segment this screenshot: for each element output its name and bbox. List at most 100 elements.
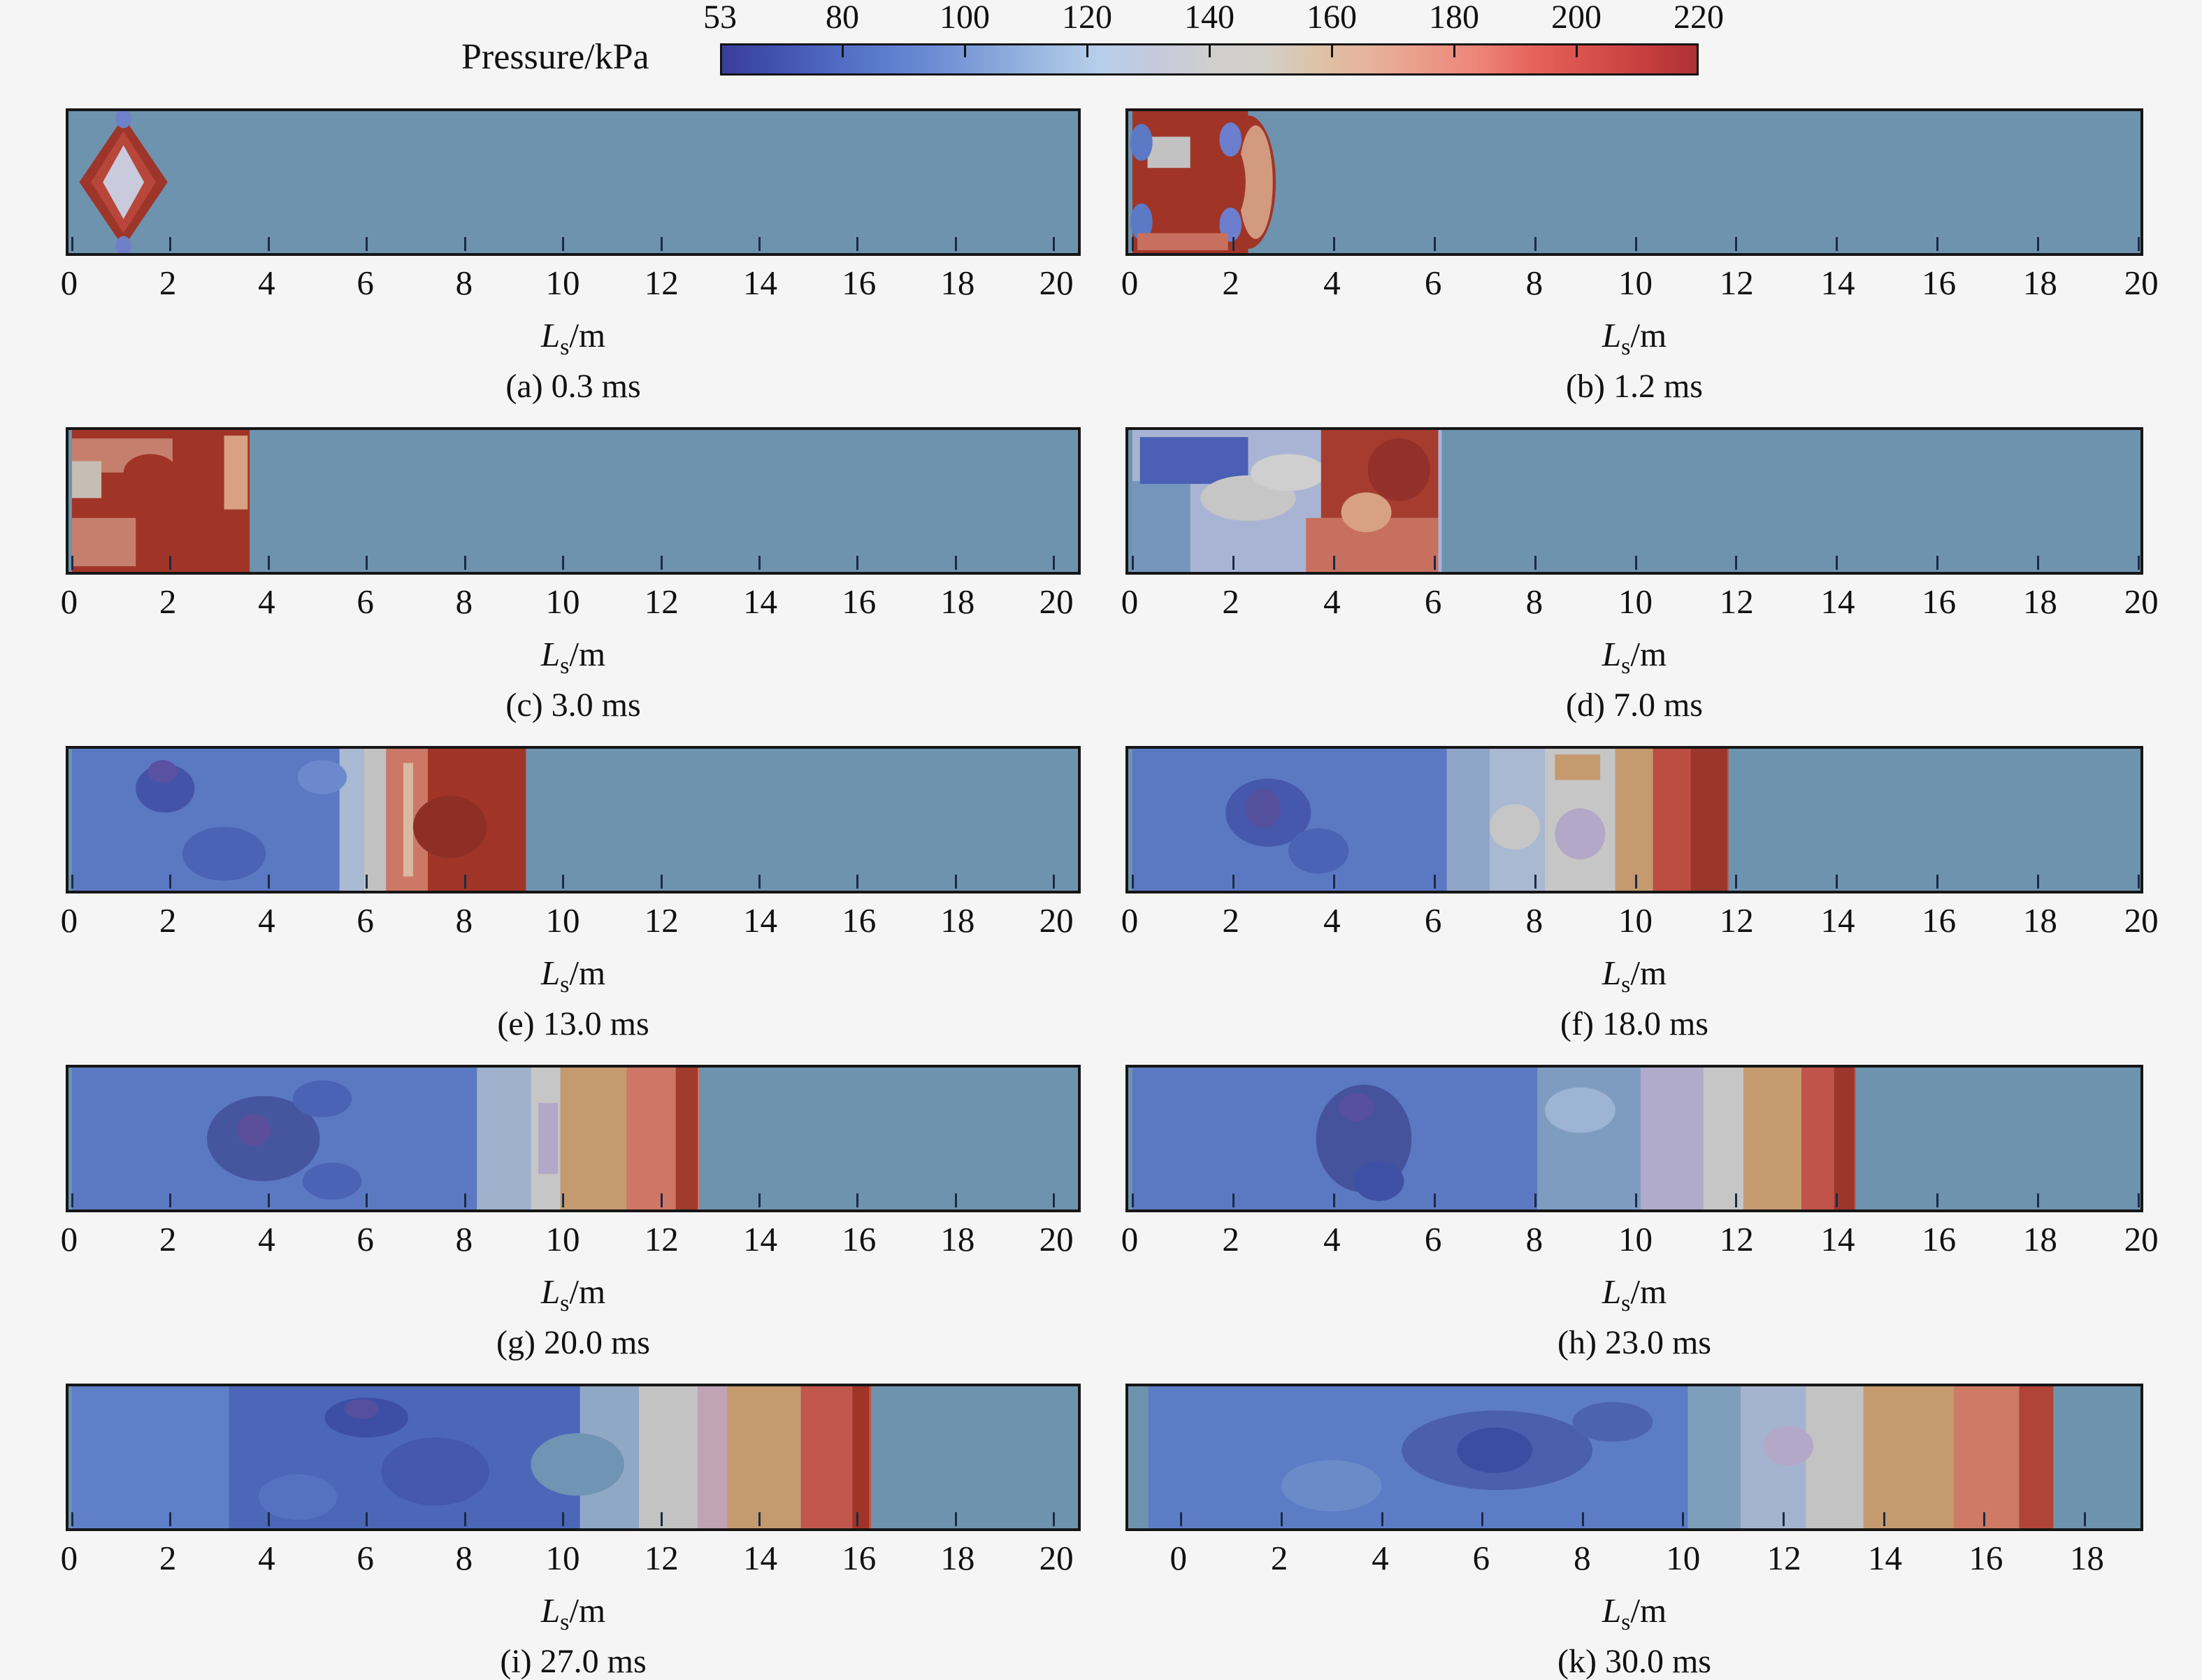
pressure-patch — [123, 454, 178, 491]
x-axis-tick — [1836, 556, 1838, 570]
x-axis-tick — [1332, 875, 1335, 889]
x-axis-tick — [2037, 237, 2040, 251]
x-axis-tick-label: 0 — [1121, 264, 1139, 302]
x-axis-tick — [366, 237, 368, 251]
x-axis-tick-label: 18 — [2069, 1539, 2104, 1577]
x-axis-tick-label: 20 — [2124, 1220, 2159, 1258]
colorbar-tick-label: 180 — [1429, 0, 1479, 36]
colorbar-tick-label: 53 — [703, 0, 737, 36]
panel-k-plot — [1125, 1384, 2143, 1531]
xlabel-subscript: s — [1621, 1290, 1631, 1316]
x-axis-tick — [856, 1193, 859, 1207]
x-axis-tick-label: 10 — [1618, 264, 1653, 302]
x-axis-tick-label: 4 — [1323, 582, 1341, 621]
xlabel-symbol: L — [540, 1591, 561, 1630]
x-axis-tick-label: 8 — [455, 1220, 473, 1258]
pressure-zone — [71, 1386, 229, 1528]
x-axis-tick-label: 2 — [159, 264, 177, 302]
x-axis-tick — [1131, 1193, 1134, 1207]
x-axis-tick-label: 12 — [644, 582, 679, 621]
xlabel-unit: /m — [569, 1591, 606, 1630]
pressure-patch — [403, 763, 413, 877]
x-axis-tick — [954, 237, 957, 251]
panel-i-tick-labels: 0 2 4 6 8 10 12 14 16 18 20 — [61, 1539, 1081, 1581]
x-axis-tick — [1131, 875, 1134, 889]
x-axis-tick-label: 16 — [842, 1539, 877, 1577]
pressure-zone — [1806, 1386, 1864, 1528]
x-axis-tick-label: 6 — [1472, 1539, 1490, 1577]
pressure-patch — [1238, 125, 1273, 239]
x-axis-tick — [856, 1512, 859, 1526]
x-axis-tick-label: 10 — [545, 901, 580, 940]
pressure-zone — [1703, 1068, 1744, 1209]
pressure-patch — [1281, 1460, 1382, 1512]
panel-d-plot — [1125, 427, 2143, 575]
xlabel-unit: /m — [1630, 1272, 1667, 1311]
pressure-patch — [147, 760, 178, 783]
panel-f-field — [1132, 749, 1729, 891]
x-axis-tick — [660, 1512, 663, 1526]
panel-g-caption: (g) 20.0 ms — [496, 1324, 650, 1361]
panel-a-tick-labels: 0 2 4 6 8 10 12 14 16 18 20 — [61, 264, 1081, 306]
x-axis-tick-label: 6 — [1424, 1220, 1442, 1258]
x-axis-tick — [1332, 1193, 1335, 1207]
pressure-patch — [1147, 136, 1190, 168]
x-axis-tick-label: 12 — [1766, 1539, 1801, 1577]
pressure-patch — [852, 1386, 870, 1528]
x-axis-tick-label: 8 — [1525, 1220, 1543, 1258]
colorbar-tick-label: 100 — [940, 0, 990, 36]
panel-b-plot — [1125, 108, 2143, 256]
x-axis-tick-label: 8 — [1525, 901, 1543, 940]
x-axis-tick-label: 6 — [357, 264, 374, 302]
x-axis-tick — [1836, 1193, 1838, 1207]
x-axis-tick-label: 18 — [2022, 264, 2057, 302]
panel-i-xaxis-label: Ls/m — [66, 1592, 1081, 1642]
pressure-patch — [115, 236, 131, 253]
x-axis-tick — [1581, 1512, 1584, 1526]
x-axis-tick-label: 6 — [1424, 264, 1442, 302]
x-axis-tick-label: 4 — [1323, 1220, 1341, 1258]
panel-a-xaxis-label: Ls/m — [66, 317, 1081, 366]
pressure-patch — [381, 1437, 489, 1506]
x-axis-tick — [1232, 556, 1235, 570]
colorbar-label: Pressure/kPa — [461, 37, 649, 77]
panel-e-field — [71, 749, 526, 891]
x-axis-tick — [660, 237, 663, 251]
xlabel-unit: /m — [1630, 954, 1667, 992]
panel-c-tick-labels: 0 2 4 6 8 10 12 14 16 18 20 — [61, 582, 1081, 624]
x-axis-tick — [1735, 875, 1738, 889]
x-axis-tick — [267, 1193, 270, 1207]
xlabel-symbol: L — [1602, 635, 1622, 673]
pressure-zone — [1688, 1386, 1741, 1528]
xlabel-subscript: s — [1621, 652, 1631, 679]
pressure-patch — [1219, 122, 1242, 157]
x-axis-tick — [1433, 237, 1436, 251]
xlabel-unit: /m — [569, 1272, 606, 1311]
x-axis-tick — [2083, 1512, 2086, 1526]
x-axis-tick — [1936, 875, 1939, 889]
x-axis-tick-label: 20 — [1039, 582, 1074, 621]
pressure-patch — [1245, 788, 1281, 828]
panel-k-caption: (k) 30.0 ms — [1557, 1643, 1711, 1680]
x-axis-tick — [2037, 556, 2040, 570]
colorbar-tick-label: 200 — [1551, 0, 1602, 36]
x-axis-tick — [267, 1512, 270, 1526]
x-axis-tick — [169, 1512, 172, 1526]
x-axis-tick-label: 6 — [1424, 582, 1442, 621]
pressure-patch — [1251, 454, 1326, 491]
x-axis-tick — [1131, 556, 1134, 570]
x-axis-tick-label: 0 — [1121, 901, 1139, 940]
xlabel-unit: /m — [1630, 316, 1667, 354]
x-axis-tick — [2138, 875, 2140, 889]
x-axis-tick — [1634, 237, 1637, 251]
x-axis-tick — [1433, 556, 1436, 570]
x-axis-tick-label: 6 — [357, 582, 374, 621]
x-axis-tick-label: 6 — [357, 1220, 374, 1258]
x-axis-tick — [1836, 237, 1838, 251]
panel-h-plot — [1125, 1065, 2143, 1212]
x-axis-tick-label: 14 — [1820, 1220, 1855, 1258]
pressure-patch — [71, 461, 102, 498]
panel-d-field — [1132, 430, 1442, 572]
x-axis-tick — [169, 556, 172, 570]
